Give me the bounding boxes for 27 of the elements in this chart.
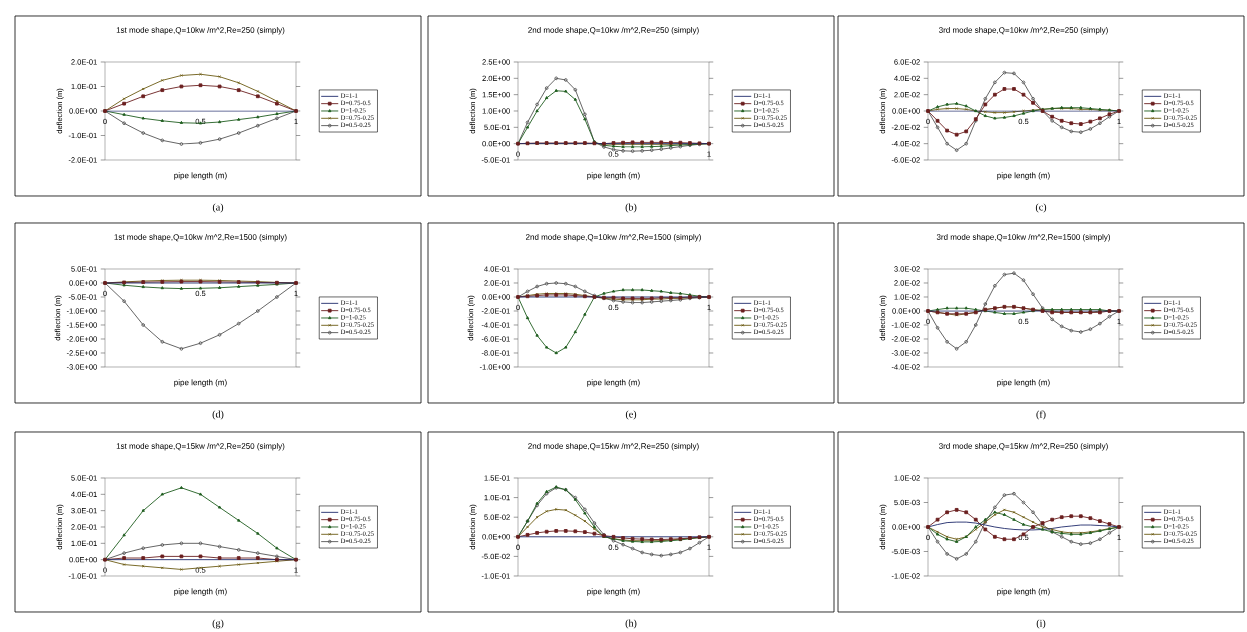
text: (c) (1035, 203, 1047, 213)
text: (b) (625, 203, 637, 213)
chart-title: 3rd mode shape,Q=10kw /m^2,Re=250 (simply) (939, 27, 1108, 35)
text: (d) (212, 410, 224, 420)
x-axis-title: pipe length (m) (997, 172, 1050, 180)
x-axis-title: pipe length (m) (587, 588, 640, 596)
x-axis-title: pipe length (m) (174, 588, 227, 596)
chart-title: 1st mode shape,Q=10kw /m^2,Re=250 (simply) (116, 27, 285, 35)
x-axis-title: pipe length (m) (587, 379, 640, 387)
text: (i) (1036, 619, 1046, 629)
x-axis-title: pipe length (m) (174, 379, 227, 387)
text: (h) (625, 619, 637, 629)
x-axis-title: pipe length (m) (997, 588, 1050, 596)
chart-title: 2nd mode shape,Q=15kw /m^2,Re=250 (simply) (528, 443, 699, 451)
text: (e) (625, 410, 637, 420)
text: (g) (212, 619, 224, 629)
x-axis-title: pipe length (m) (997, 379, 1050, 387)
x-axis-title: pipe length (m) (587, 172, 640, 180)
text: (a) (212, 203, 224, 213)
chart-title: 2nd mode shape,Q=10kw /m^2,Re=1500 (simply) (525, 234, 701, 242)
chart-title: 3rd mode shape,Q=10kw /m^2,Re=1500 (simply) (936, 234, 1111, 242)
x-axis-title: pipe length (m) (174, 172, 227, 180)
chart-title: 2nd mode shape,Q=10kw /m^2,Re=250 (simply) (528, 27, 699, 35)
text: (f) (1036, 410, 1046, 420)
chart-title: 1st mode shape,Q=10kw /m^2,Re=1500 (simply) (114, 234, 287, 242)
chart-title: 3rd mode shape,Q=15kw /m^2,Re=250 (simply) (939, 443, 1108, 451)
chart-title: 1st mode shape,Q=15kw /m^2,Re=250 (simply) (116, 443, 285, 451)
